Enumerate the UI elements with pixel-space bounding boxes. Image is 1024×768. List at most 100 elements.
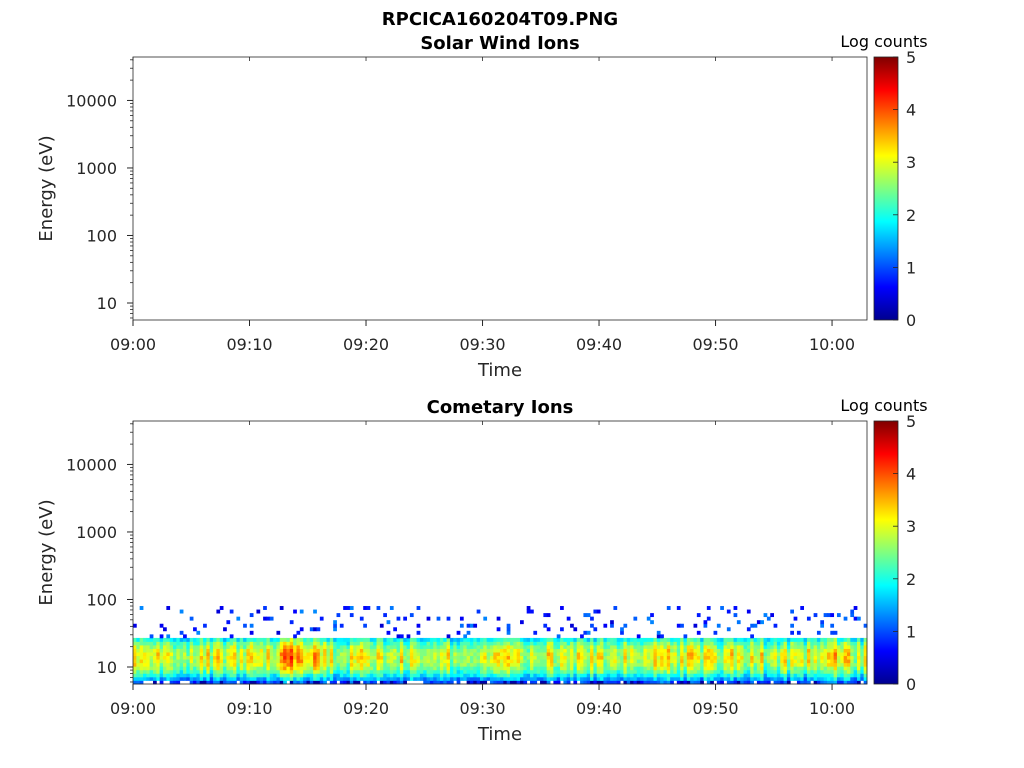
panel-2: 09:00 09:10 09:20 09:30 09:40 09:50 10:0010100… — [36, 396, 928, 745]
heatmap-cell — [343, 673, 347, 678]
heatmap-cell — [153, 669, 157, 674]
heatmap-cell — [326, 669, 331, 674]
heatmap-cell — [616, 673, 621, 678]
heatmap-cell — [396, 680, 401, 685]
heatmap-cell — [576, 641, 581, 646]
heatmap-cell — [616, 655, 621, 660]
heatmap-cell — [419, 655, 424, 660]
heatmap-cell — [730, 666, 734, 671]
heatmap-cell — [319, 680, 324, 685]
heatmap-cell — [510, 673, 514, 678]
heatmap-cell — [403, 666, 407, 671]
heatmap-cell — [863, 676, 868, 681]
heatmap-cell — [573, 676, 578, 681]
heatmap-cell — [243, 680, 247, 685]
heatmap-cell — [726, 662, 731, 667]
heatmap-cell — [540, 645, 544, 649]
heatmap-cell — [756, 680, 761, 685]
heatmap-cell — [466, 652, 471, 657]
heatmap-cells — [133, 606, 868, 685]
heatmap-cell — [540, 669, 544, 674]
heatmap-cell — [696, 662, 701, 667]
heatmap-cell — [389, 606, 394, 610]
heatmap-cell — [503, 641, 508, 646]
heatmap-cell — [686, 673, 691, 678]
heatmap-cell — [520, 676, 524, 681]
heatmap-cell — [373, 676, 377, 681]
heatmap-cell — [406, 662, 411, 667]
heatmap-cell — [550, 666, 554, 671]
heatmap-cell — [790, 666, 794, 671]
y-tick-label: 1000 — [76, 159, 117, 178]
heatmap-cell — [863, 680, 868, 685]
heatmap-cell — [790, 645, 794, 649]
heatmap-cell — [283, 666, 287, 671]
heatmap-cell — [600, 680, 604, 685]
heatmap-cell — [213, 648, 217, 653]
heatmap-cell — [743, 645, 748, 649]
heatmap-cell — [399, 676, 404, 681]
heatmap-cell — [443, 666, 448, 671]
heatmap-cell — [680, 645, 684, 649]
heatmap-cell — [793, 652, 798, 657]
heatmap-cell — [346, 645, 351, 649]
heatmap-cell — [329, 676, 334, 681]
heatmap-cell — [636, 676, 641, 681]
heatmap-cell — [756, 637, 761, 642]
heatmap-cell — [136, 666, 141, 671]
x-tick-label: 09:00 — [110, 699, 156, 718]
heatmap-cell — [643, 648, 648, 653]
heatmap-cell — [810, 641, 815, 646]
heatmap-cell — [343, 662, 347, 667]
heatmap-cell — [459, 616, 464, 621]
heatmap-cell — [526, 637, 531, 642]
heatmap-cell — [500, 669, 504, 674]
heatmap-cell — [209, 676, 214, 681]
heatmap-cell — [183, 634, 187, 639]
heatmap-cell — [426, 662, 431, 667]
heatmap-cell — [703, 659, 708, 664]
heatmap-cell — [683, 673, 688, 678]
heatmap-cell — [489, 662, 494, 667]
heatmap-cell — [760, 669, 764, 674]
heatmap-cell — [383, 669, 387, 674]
heatmap-cell — [356, 645, 361, 649]
heatmap-cell — [516, 666, 521, 671]
heatmap-cell — [343, 641, 347, 646]
heatmap-cell — [369, 676, 374, 681]
heatmap-cell — [636, 648, 641, 653]
heatmap-cell — [183, 648, 187, 653]
heatmap-cell — [166, 659, 171, 664]
heatmap-cell — [379, 659, 384, 664]
heatmap-cell — [536, 669, 541, 674]
heatmap-cell — [206, 659, 211, 664]
heatmap-cell — [389, 659, 394, 664]
heatmap-cell — [383, 662, 387, 667]
heatmap-cell — [756, 655, 761, 660]
heatmap-cell — [566, 676, 571, 681]
heatmap-cell — [399, 666, 404, 671]
heatmap-cell — [796, 666, 801, 671]
heatmap-cell — [796, 673, 801, 678]
heatmap-cell — [536, 676, 541, 681]
heatmap-cell — [813, 669, 818, 674]
x-tick-label: 09:10 — [226, 335, 272, 354]
heatmap-cell — [243, 659, 247, 664]
heatmap-cell — [336, 637, 341, 642]
heatmap-cell — [676, 673, 681, 678]
heatmap-cell — [266, 652, 271, 657]
heatmap-cell — [603, 676, 608, 681]
heatmap-cell — [319, 659, 324, 664]
heatmap-cell — [856, 641, 861, 646]
heatmap-cell — [610, 673, 614, 678]
heatmap-cell — [823, 645, 828, 649]
heatmap-cell — [550, 652, 554, 657]
heatmap-cell — [846, 648, 851, 653]
heatmap-cell — [516, 655, 521, 660]
heatmap-cell — [293, 659, 297, 664]
heatmap-cell — [349, 662, 354, 667]
heatmap-cell — [580, 637, 584, 642]
heatmap-cell — [169, 680, 174, 685]
heatmap-cell — [266, 655, 271, 660]
heatmap-cell — [136, 669, 141, 674]
